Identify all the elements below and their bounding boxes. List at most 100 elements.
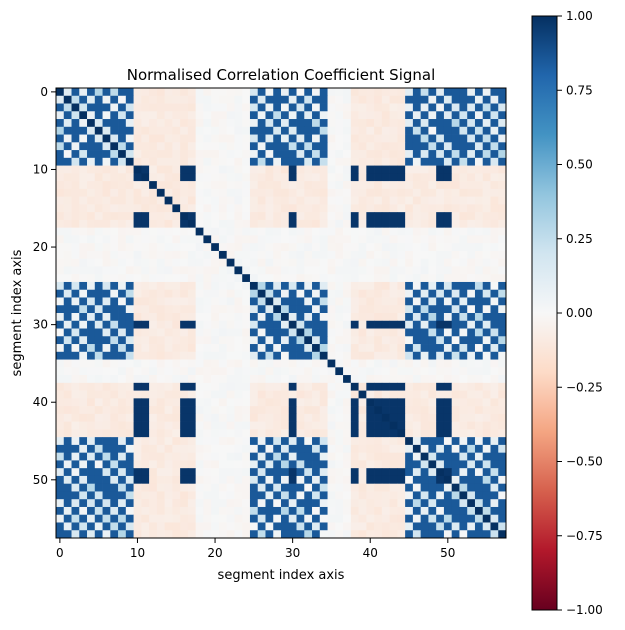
heatmap-cell <box>87 398 96 407</box>
heatmap-cell <box>94 95 103 104</box>
heatmap-cell <box>234 281 243 291</box>
heatmap-cell <box>436 506 445 516</box>
y-tick-label: 30 <box>33 318 48 332</box>
heatmap-cell <box>420 522 429 531</box>
heatmap-cell <box>79 266 88 275</box>
heatmap-cell <box>211 111 220 120</box>
heatmap-cell <box>94 250 103 260</box>
heatmap-cell <box>71 437 80 446</box>
heatmap-cell <box>389 142 398 151</box>
heatmap-cell <box>94 134 103 143</box>
heatmap-cell <box>436 119 445 128</box>
heatmap-cell <box>459 250 468 260</box>
heatmap-cell <box>335 150 344 159</box>
heatmap-cell <box>350 344 359 353</box>
heatmap-cell <box>164 390 173 399</box>
heatmap-cell <box>335 444 344 454</box>
heatmap-cell <box>187 406 197 415</box>
heatmap-cell <box>102 181 111 190</box>
heatmap-cell <box>490 297 499 306</box>
heatmap-cell <box>133 406 142 415</box>
heatmap-cell <box>296 305 305 314</box>
heatmap-cell <box>195 522 204 531</box>
heatmap-cell <box>118 95 127 104</box>
heatmap-cell <box>164 514 173 523</box>
heatmap-cell <box>335 227 344 236</box>
heatmap-cell <box>118 181 127 190</box>
heatmap-cell <box>335 173 344 182</box>
heatmap-cell <box>381 320 390 329</box>
heatmap-cell <box>350 227 359 236</box>
heatmap-cell <box>443 95 453 104</box>
heatmap-cell <box>327 88 336 97</box>
heatmap-cell <box>125 266 134 275</box>
heatmap-cell <box>343 196 352 205</box>
heatmap-cell <box>296 413 305 422</box>
heatmap-cell <box>141 142 150 151</box>
heatmap-cell <box>343 491 352 500</box>
heatmap-cell <box>265 320 274 329</box>
heatmap-cell <box>443 452 453 461</box>
heatmap-cell <box>281 235 290 244</box>
heatmap-cell <box>226 530 235 539</box>
heatmap-cell <box>490 460 499 469</box>
heatmap-cell <box>234 95 243 104</box>
heatmap-cell <box>296 367 305 376</box>
heatmap-cell <box>125 390 134 399</box>
heatmap-cell <box>467 243 476 252</box>
heatmap-cell <box>304 390 313 399</box>
heatmap-cell <box>459 219 468 229</box>
heatmap-cell <box>257 375 266 384</box>
heatmap-cell <box>56 429 65 438</box>
heatmap-cell <box>180 235 189 244</box>
heatmap-cell <box>87 460 96 469</box>
heatmap-cell <box>366 212 375 221</box>
heatmap-cell <box>149 506 158 516</box>
heatmap-cell <box>94 196 103 205</box>
heatmap-cell <box>149 165 158 174</box>
heatmap-cell <box>436 188 445 197</box>
heatmap-cell <box>133 483 142 492</box>
heatmap-cell <box>265 367 274 376</box>
colorbar-tick-label: 0.75 <box>566 83 593 97</box>
heatmap-cell <box>420 499 429 508</box>
heatmap-cell <box>281 227 290 236</box>
heatmap-cell <box>482 126 491 135</box>
heatmap-cell <box>156 243 165 252</box>
heatmap-cell <box>288 444 297 454</box>
heatmap-cell <box>141 188 150 197</box>
heatmap-cell <box>79 351 88 360</box>
heatmap-cell <box>102 111 111 120</box>
heatmap-cell <box>389 243 398 252</box>
heatmap-cell <box>203 134 212 143</box>
heatmap-cell <box>467 235 476 244</box>
heatmap-cell <box>118 320 127 329</box>
heatmap-cell <box>343 437 352 446</box>
heatmap-cell <box>498 514 507 523</box>
heatmap-cell <box>180 188 189 197</box>
heatmap-cell <box>71 429 80 438</box>
heatmap-cell <box>180 119 189 128</box>
heatmap-cell <box>443 514 453 523</box>
heatmap-cell <box>428 320 437 329</box>
heatmap-cell <box>71 460 80 469</box>
heatmap-cell <box>428 367 437 376</box>
heatmap-cell <box>94 491 103 500</box>
heatmap-cell <box>467 111 476 120</box>
heatmap-cell <box>436 150 445 159</box>
heatmap-cell <box>87 95 96 104</box>
heatmap-cell <box>71 150 80 159</box>
heatmap-cell <box>180 150 189 159</box>
heatmap-cell <box>257 289 266 298</box>
heatmap-cell <box>156 444 165 454</box>
heatmap-cell <box>405 514 414 523</box>
heatmap-cell <box>459 452 468 461</box>
heatmap-cell <box>443 150 453 159</box>
heatmap-cell <box>242 243 251 252</box>
heatmap-cell <box>436 212 445 221</box>
heatmap-cell <box>242 305 251 314</box>
heatmap-cell <box>180 475 189 485</box>
heatmap-cell <box>412 134 422 143</box>
heatmap-cell <box>327 219 336 229</box>
heatmap-cell <box>288 336 297 345</box>
